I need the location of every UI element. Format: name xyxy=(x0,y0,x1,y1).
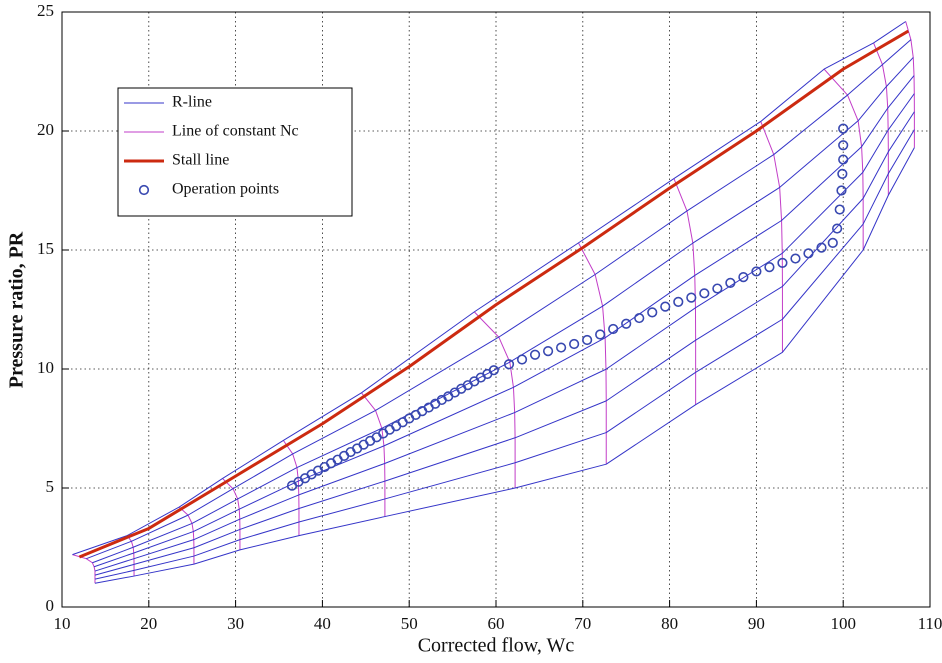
operation-point xyxy=(516,354,528,365)
operation-point xyxy=(647,307,658,318)
operation-point xyxy=(542,346,554,357)
operation-point xyxy=(503,359,515,370)
x-tick-label: 90 xyxy=(748,614,765,633)
y-tick-label: 5 xyxy=(46,477,55,496)
legend-label: Stall line xyxy=(172,152,229,169)
legend-label: Line of constant Nc xyxy=(172,123,299,140)
x-tick-label: 20 xyxy=(140,614,157,633)
operation-point xyxy=(777,257,788,268)
r-line xyxy=(94,147,915,584)
operation-point xyxy=(582,334,593,346)
operation-point xyxy=(816,242,827,253)
nc-line xyxy=(760,121,783,353)
y-axis-label: Pressure ratio, PR xyxy=(6,231,28,388)
operation-point xyxy=(555,342,567,353)
nc-line xyxy=(282,440,300,536)
operation-point xyxy=(660,301,671,312)
x-tick-label: 100 xyxy=(830,614,856,633)
operation-point xyxy=(838,123,849,134)
legend-label: R-line xyxy=(172,94,212,111)
nc-line xyxy=(72,554,96,584)
x-tick-label: 110 xyxy=(918,614,942,633)
operation-point xyxy=(569,338,580,350)
operation-point xyxy=(699,288,710,299)
ticks: 10 20 30 40 50 60 70 80 90 100 110 0 5 10 15 20 25 xyxy=(37,1,942,633)
operation-point xyxy=(595,329,606,340)
operation-point xyxy=(751,266,762,277)
operation-point xyxy=(764,262,775,273)
operation-point xyxy=(827,237,838,248)
operation-point xyxy=(712,283,723,294)
plot-area xyxy=(72,21,915,584)
operation-point xyxy=(838,154,849,165)
y-tick-label: 15 xyxy=(37,239,54,258)
operation-point xyxy=(488,365,499,376)
operation-point xyxy=(838,140,849,151)
nc-line xyxy=(873,42,889,196)
y-tick-label: 25 xyxy=(37,1,54,20)
x-tick-label: 30 xyxy=(227,614,244,633)
legend-label: Operation points xyxy=(172,181,279,198)
nc-line xyxy=(222,478,241,550)
nc-line xyxy=(905,21,915,148)
r-line xyxy=(94,111,915,576)
operation-point xyxy=(725,277,736,288)
operation-point xyxy=(832,223,843,234)
legend-marker xyxy=(138,184,150,196)
x-tick-label: 10 xyxy=(54,614,71,633)
operation-point xyxy=(803,248,814,259)
y-tick-label: 10 xyxy=(37,358,54,377)
nc-line xyxy=(578,242,607,465)
x-tick-label: 60 xyxy=(488,614,505,633)
operation-point xyxy=(621,318,632,329)
r-line xyxy=(72,21,906,556)
operation-point xyxy=(673,296,684,307)
operation-point xyxy=(634,312,645,324)
x-tick-label: 70 xyxy=(574,614,591,633)
operation-point xyxy=(738,272,749,283)
x-tick-label: 50 xyxy=(401,614,418,633)
operation-point xyxy=(836,185,847,196)
x-axis-label: Corrected flow, Wc xyxy=(418,635,575,657)
nc-line xyxy=(126,535,135,577)
x-tick-label: 40 xyxy=(314,614,331,633)
legend-box xyxy=(117,87,353,217)
nc-line xyxy=(473,311,516,488)
r-line xyxy=(94,129,915,580)
legend: R-line Line of constant Nc Stall line Opera… xyxy=(117,87,353,217)
r-line xyxy=(92,57,914,564)
y-tick-label: 0 xyxy=(46,596,55,615)
nc-line xyxy=(178,506,195,565)
r-line xyxy=(94,93,915,572)
y-tick-label: 20 xyxy=(37,120,54,139)
r-line xyxy=(86,39,912,560)
operation-point xyxy=(529,349,541,360)
r-line xyxy=(93,75,915,568)
stall-line xyxy=(78,29,910,559)
operation-point xyxy=(608,323,619,335)
operation-point xyxy=(834,204,845,215)
operation-point xyxy=(837,168,848,179)
nc-line xyxy=(673,178,697,405)
nc-line xyxy=(823,68,864,250)
x-tick-label: 80 xyxy=(661,614,678,633)
nc-line xyxy=(361,392,386,517)
operation-point xyxy=(686,292,697,303)
operation-point xyxy=(790,253,801,264)
